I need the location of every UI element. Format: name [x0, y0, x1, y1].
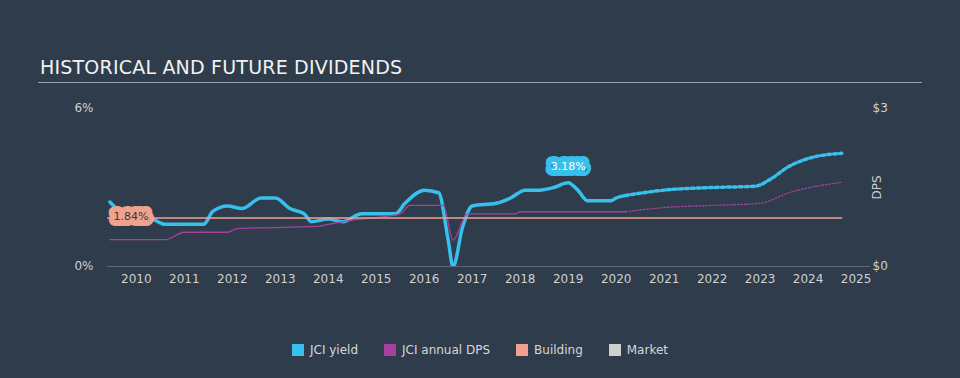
- svg-text:2014: 2014: [313, 272, 344, 286]
- svg-text:2019: 2019: [553, 272, 584, 286]
- svg-text:2010: 2010: [121, 272, 152, 286]
- html-text:Market: Market: [626, 343, 668, 357]
- html-text:HISTORICAL AND FUTURE DIVIDEND: HISTORICAL AND FUTURE DIVIDENDS: [40, 56, 403, 78]
- svg-text:6%: 6%: [74, 101, 93, 115]
- svg-text:0%: 0%: [74, 259, 93, 273]
- svg-text:2011: 2011: [169, 272, 200, 286]
- svg-text:2025: 2025: [841, 272, 872, 286]
- svg-text:2013: 2013: [265, 272, 296, 286]
- html-text:JCI yield: JCI yield: [310, 343, 358, 357]
- svg-text:2017: 2017: [457, 272, 488, 286]
- html-text:JCI annual DPS: JCI annual DPS: [402, 343, 491, 357]
- svg-text:3.18%: 3.18%: [551, 160, 586, 173]
- svg-text:$0: $0: [873, 259, 888, 273]
- svg-text:2020: 2020: [601, 272, 632, 286]
- svg-text:1.84%: 1.84%: [114, 210, 149, 223]
- svg-text:2015: 2015: [361, 272, 392, 286]
- svg-text:2022: 2022: [697, 272, 728, 286]
- svg-text:$3: $3: [873, 101, 888, 115]
- svg-text:2023: 2023: [745, 272, 776, 286]
- html-text:Building: Building: [534, 343, 583, 357]
- svg-text:2012: 2012: [217, 272, 248, 286]
- svg-text:2016: 2016: [409, 272, 440, 286]
- svg-text:2024: 2024: [793, 272, 824, 286]
- svg-text:2021: 2021: [649, 272, 680, 286]
- svg-text:DPS: DPS: [870, 175, 884, 199]
- svg-text:2018: 2018: [505, 272, 536, 286]
